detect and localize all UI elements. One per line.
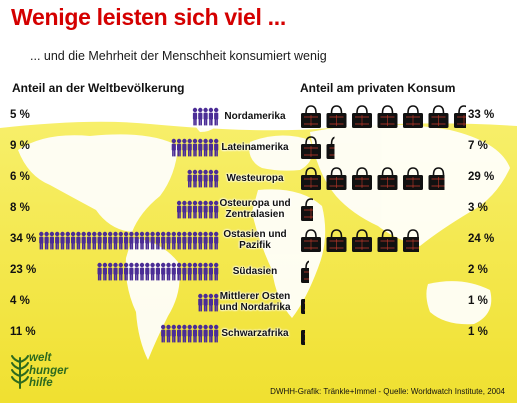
region-label-line: Westeuropa (226, 172, 284, 184)
region-label: Westeuropa (212, 173, 298, 184)
left-column-header: Anteil an der Weltbevölkerung (12, 81, 185, 95)
region-label-line: Zentralasien (225, 209, 285, 220)
population-value-label: 9 % (10, 140, 30, 152)
population-value-label: 5 % (10, 109, 30, 121)
consumption-value-label: 3 % (468, 202, 488, 214)
population-bar (187, 169, 219, 188)
region-label-line: Nordamerika (224, 110, 286, 122)
chart-title: Wenige leisten sich viel ... (11, 4, 286, 30)
region-label: Südasien (212, 266, 298, 277)
consumption-value-label: 29 % (468, 171, 495, 183)
population-bar (161, 324, 219, 343)
consumption-bar (301, 330, 305, 345)
consumption-bar (301, 136, 335, 159)
welthungerhilfe-logo (11, 355, 29, 389)
consumption-value-label: 33 % (468, 109, 495, 121)
region-label-line: Pazifik (239, 240, 271, 251)
population-bar (171, 138, 219, 157)
population-value-label: 11 % (10, 326, 36, 338)
consumption-value-label: 1 % (468, 295, 488, 307)
population-value-label: 34 % (10, 233, 37, 245)
consumption-value-label: 2 % (468, 264, 488, 276)
population-value-label: 8 % (10, 202, 30, 214)
region-label-line: Schwarzafrika (221, 327, 289, 339)
population-value-label: 4 % (10, 295, 30, 307)
population-bar (39, 231, 219, 250)
region-label: Lateinamerika (212, 142, 298, 153)
population-bar (176, 200, 219, 219)
logo-line: hilfe (29, 377, 53, 389)
consumption-value-label: 24 % (468, 233, 495, 245)
population-bar (97, 262, 219, 281)
region-label-line: und Nordafrika (219, 302, 291, 313)
consumption-bar (301, 299, 305, 314)
region-label: Osteuropa und Zentralasien (212, 198, 298, 220)
consumption-bar (301, 229, 419, 252)
consumption-bar (301, 105, 466, 128)
population-value-label: 23 % (10, 264, 37, 276)
logo-line: hunger (29, 364, 68, 377)
region-label: Nordamerika (212, 111, 298, 122)
population-bar (198, 293, 219, 312)
consumption-bar (301, 198, 313, 221)
population-value-label: 6 % (10, 171, 30, 183)
region-label-line: Osteuropa und (219, 198, 291, 209)
consumption-bar (301, 260, 309, 283)
region-label: Ostasien und Pazifik (212, 229, 298, 251)
region-label-line: Ostasien und (223, 229, 287, 240)
source-credit: DWHH-Grafik: Tränkle+Immel - Quelle: Wor… (270, 387, 505, 396)
region-label: Mittlerer Osten und Nordafrika (212, 291, 298, 313)
region-label: Schwarzafrika (212, 328, 298, 339)
consumption-value-label: 7 % (468, 140, 488, 152)
logo-line: welt (29, 352, 52, 364)
consumption-value-label: 1 % (468, 326, 488, 338)
region-label-line: Mittlerer Osten (219, 291, 291, 302)
logo-text: welt hunger hilfe (29, 352, 68, 390)
region-label-line: Lateinamerika (221, 141, 289, 153)
consumption-bar (301, 167, 445, 190)
population-bar (192, 107, 219, 126)
region-label-line: Südasien (232, 265, 278, 277)
right-column-header: Anteil am privaten Konsum (300, 81, 456, 95)
chart-subtitle: ... und die Mehrheit der Menschheit kons… (30, 49, 327, 63)
